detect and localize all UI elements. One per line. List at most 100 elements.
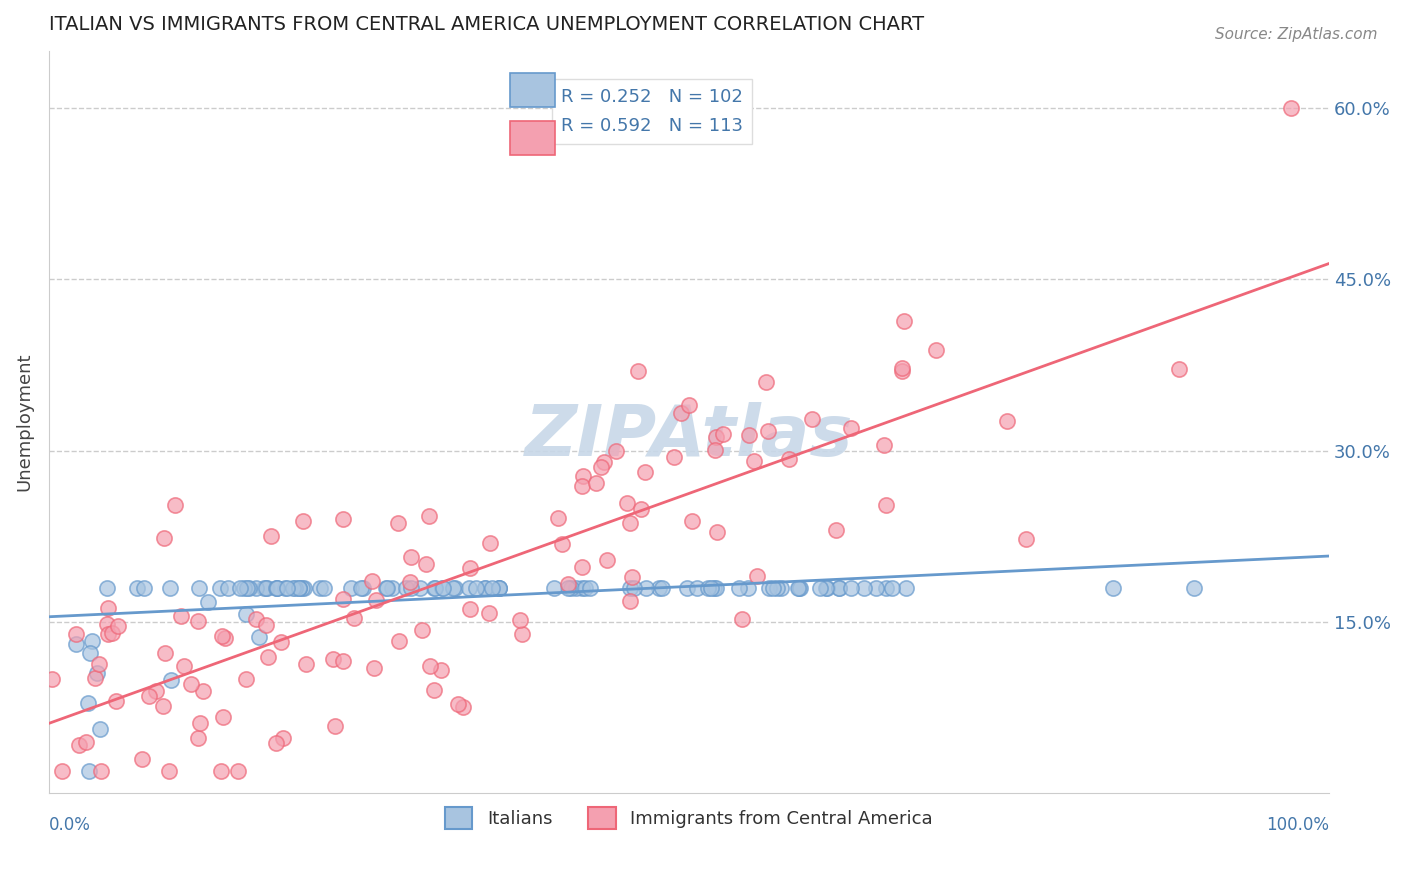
Point: [737, 428, 759, 442]
Point: [41, 672, 63, 686]
Point: [422, 581, 444, 595]
Point: [153, 646, 176, 660]
Point: [630, 502, 652, 516]
Point: [853, 581, 876, 595]
Point: [65, 637, 87, 651]
Point: [138, 689, 160, 703]
Point: [131, 752, 153, 766]
Point: [87, 657, 110, 671]
Point: [388, 634, 411, 648]
Point: [479, 535, 502, 549]
Point: [67, 738, 90, 752]
Point: [430, 663, 453, 677]
Point: [292, 514, 315, 528]
Point: [686, 581, 709, 595]
Point: [360, 574, 382, 588]
Point: [415, 557, 437, 571]
Point: [418, 509, 440, 524]
Point: [995, 414, 1018, 428]
Legend: Italians, Immigrants from Central America: Italians, Immigrants from Central Americ…: [439, 800, 939, 837]
Point: [711, 426, 734, 441]
Point: [291, 581, 314, 595]
Point: [432, 581, 454, 595]
Point: [620, 570, 643, 584]
Point: [187, 614, 209, 628]
Point: [387, 516, 409, 531]
Point: [90, 764, 112, 778]
Point: [89, 722, 111, 736]
Point: [557, 581, 579, 595]
Point: [619, 594, 641, 608]
Point: [408, 581, 430, 595]
Point: [375, 581, 398, 595]
Point: [634, 466, 657, 480]
Point: [159, 581, 181, 595]
Point: [761, 581, 783, 595]
Point: [585, 476, 607, 491]
Point: [825, 524, 848, 538]
Point: [274, 581, 297, 595]
Point: [233, 581, 256, 595]
Point: [235, 581, 257, 595]
Point: [457, 581, 479, 595]
Point: [465, 581, 488, 595]
Point: [208, 581, 231, 595]
Point: [229, 581, 252, 595]
Point: [627, 364, 650, 378]
Point: [557, 577, 579, 591]
Point: [890, 364, 912, 378]
Point: [401, 549, 423, 564]
Point: [605, 443, 627, 458]
Point: [488, 581, 510, 595]
Point: [571, 478, 593, 492]
Point: [332, 654, 354, 668]
Point: [648, 581, 671, 595]
Point: [51, 764, 73, 778]
Point: [451, 699, 474, 714]
Point: [80, 633, 103, 648]
Point: [894, 581, 917, 595]
Point: [165, 498, 187, 512]
Point: [266, 581, 288, 595]
Point: [769, 581, 792, 595]
Point: [97, 601, 120, 615]
Point: [815, 581, 838, 595]
Point: [145, 683, 167, 698]
Point: [157, 764, 180, 778]
Point: [1014, 533, 1036, 547]
Point: [474, 581, 496, 595]
Point: [152, 699, 174, 714]
Point: [287, 581, 309, 595]
Point: [419, 658, 441, 673]
Point: [828, 581, 851, 595]
Point: [543, 581, 565, 595]
Point: [77, 764, 100, 778]
Point: [395, 581, 418, 595]
Point: [152, 532, 174, 546]
Point: [197, 595, 219, 609]
Point: [787, 581, 810, 595]
Point: [572, 469, 595, 483]
Point: [681, 514, 703, 528]
Point: [363, 661, 385, 675]
Point: [256, 581, 278, 595]
Point: [308, 581, 330, 595]
Point: [565, 581, 588, 595]
Point: [488, 581, 510, 595]
Point: [254, 618, 277, 632]
Point: [872, 438, 894, 452]
Point: [1102, 581, 1125, 595]
Point: [574, 581, 596, 595]
Point: [547, 510, 569, 524]
Point: [1182, 581, 1205, 595]
Point: [260, 529, 283, 543]
Point: [352, 581, 374, 595]
Point: [815, 581, 838, 595]
Point: [65, 627, 87, 641]
Point: [704, 581, 727, 595]
Point: [634, 581, 657, 595]
Point: [875, 581, 897, 595]
Point: [79, 646, 101, 660]
Point: [399, 581, 422, 595]
Point: [756, 424, 779, 438]
